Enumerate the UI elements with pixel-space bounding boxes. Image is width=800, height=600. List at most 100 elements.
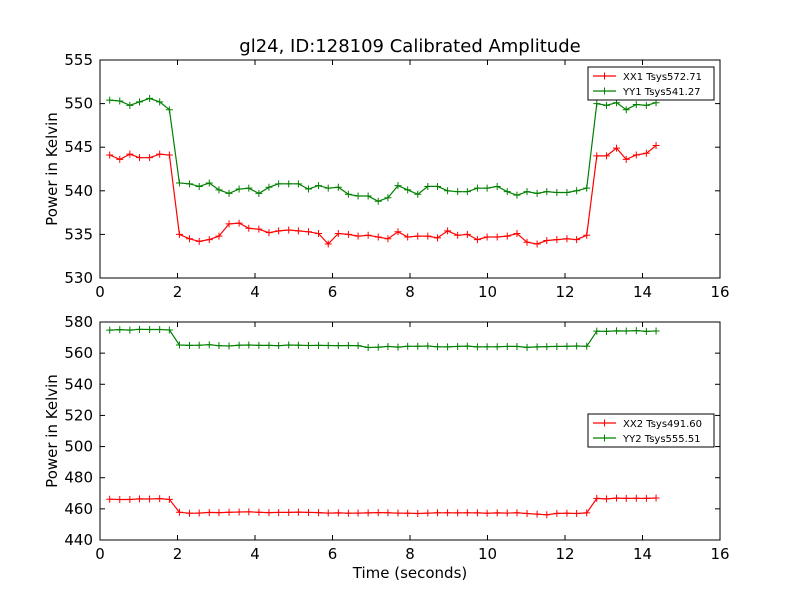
data-point-yy1 bbox=[225, 189, 233, 197]
data-point-xx2 bbox=[265, 509, 273, 517]
data-point-xx1 bbox=[642, 149, 650, 157]
data-point-xx2 bbox=[473, 509, 481, 517]
data-point-xx2 bbox=[384, 509, 392, 517]
data-point-xx1 bbox=[374, 233, 382, 241]
data-point-yy1 bbox=[354, 192, 362, 200]
data-point-yy1 bbox=[175, 179, 183, 187]
data-point-yy2 bbox=[324, 342, 332, 350]
data-point-yy2 bbox=[364, 344, 372, 352]
data-point-yy1 bbox=[205, 179, 213, 187]
data-point-xx2 bbox=[642, 494, 650, 502]
legend-label: XX1 Tsys572.71 bbox=[623, 72, 702, 83]
y-tick-label: 545 bbox=[64, 138, 93, 156]
top-axis-ticks: 0 2 4 6 8 10 12 14 16 530 535 540 545 550 555 bbox=[64, 51, 729, 301]
data-point-yy2 bbox=[533, 343, 541, 351]
data-point-yy1 bbox=[563, 189, 571, 197]
data-point-yy1 bbox=[156, 98, 164, 106]
data-point-xx2 bbox=[195, 509, 203, 517]
data-point-xx2 bbox=[186, 509, 194, 517]
x-tick-label: 0 bbox=[95, 283, 105, 301]
data-point-yy2 bbox=[205, 341, 213, 349]
x-tick-label: 8 bbox=[405, 283, 415, 301]
data-point-xx1 bbox=[275, 227, 283, 235]
data-point-yy2 bbox=[186, 341, 194, 349]
data-point-yy1 bbox=[434, 182, 442, 190]
data-point-yy1 bbox=[116, 97, 124, 105]
data-point-xx2 bbox=[374, 509, 382, 517]
data-point-xx2 bbox=[414, 510, 422, 518]
data-point-xx1 bbox=[593, 152, 601, 160]
data-point-xx1 bbox=[543, 237, 551, 245]
data-point-xx2 bbox=[583, 509, 591, 517]
data-point-xx1 bbox=[235, 219, 243, 227]
data-point-xx1 bbox=[622, 155, 630, 163]
data-point-yy1 bbox=[334, 183, 342, 191]
data-point-xx1 bbox=[513, 230, 521, 238]
data-point-xx1 bbox=[503, 232, 511, 240]
data-point-yy1 bbox=[384, 194, 392, 202]
data-point-xx1 bbox=[602, 152, 610, 160]
data-point-xx2 bbox=[156, 495, 164, 503]
bottom-legend: XX2 Tsys491.60 YY2 Tsys555.51 bbox=[587, 413, 715, 448]
x-tick-label: 8 bbox=[405, 545, 415, 563]
data-point-xx2 bbox=[563, 509, 571, 517]
data-point-xx2 bbox=[602, 495, 610, 503]
data-point-yy2 bbox=[136, 325, 144, 333]
data-point-xx2 bbox=[215, 509, 223, 517]
data-point-yy1 bbox=[483, 184, 491, 192]
data-point-yy2 bbox=[553, 342, 561, 350]
data-point-xx2 bbox=[304, 508, 312, 516]
data-point-yy1 bbox=[602, 101, 610, 109]
data-point-xx2 bbox=[165, 495, 173, 503]
data-point-xx2 bbox=[613, 494, 621, 502]
x-axis-label: Time (seconds) bbox=[352, 564, 468, 582]
y-tick-label: 550 bbox=[64, 95, 93, 113]
data-point-yy2 bbox=[543, 343, 551, 351]
data-point-yy2 bbox=[106, 326, 114, 334]
x-tick-label: 0 bbox=[95, 545, 105, 563]
data-point-yy2 bbox=[424, 342, 432, 350]
data-point-xx1 bbox=[632, 151, 640, 159]
legend-marker bbox=[601, 434, 608, 442]
data-point-xx2 bbox=[136, 495, 144, 503]
data-point-xx1 bbox=[255, 225, 263, 233]
data-point-xx1 bbox=[652, 141, 660, 149]
data-point-yy1 bbox=[543, 188, 551, 196]
top-series-group bbox=[106, 94, 660, 248]
data-point-xx2 bbox=[454, 509, 462, 517]
data-point-yy2 bbox=[513, 342, 521, 350]
data-point-xx2 bbox=[205, 508, 213, 516]
data-point-yy2 bbox=[384, 342, 392, 350]
data-point-yy1 bbox=[553, 189, 561, 197]
x-tick-label: 6 bbox=[328, 545, 338, 563]
data-point-yy1 bbox=[454, 188, 462, 196]
data-point-xx1 bbox=[334, 230, 342, 238]
data-point-xx2 bbox=[245, 508, 253, 516]
data-point-xx2 bbox=[593, 494, 601, 502]
data-point-xx2 bbox=[463, 509, 471, 517]
data-point-xx1 bbox=[444, 227, 452, 235]
legend-box bbox=[587, 66, 715, 101]
data-point-yy1 bbox=[186, 180, 194, 188]
y-tick-label: 540 bbox=[64, 182, 93, 200]
data-point-yy2 bbox=[444, 343, 452, 351]
x-tick-label: 2 bbox=[173, 283, 183, 301]
data-point-xx1 bbox=[146, 154, 154, 162]
data-point-xx1 bbox=[483, 233, 491, 241]
data-point-yy2 bbox=[622, 327, 630, 335]
x-tick-label: 10 bbox=[478, 545, 497, 563]
data-point-xx2 bbox=[116, 496, 124, 504]
data-point-yy1 bbox=[593, 100, 601, 108]
data-point-yy2 bbox=[344, 342, 352, 350]
data-point-yy1 bbox=[146, 94, 154, 102]
data-point-yy1 bbox=[344, 190, 352, 198]
data-point-xx1 bbox=[245, 224, 253, 232]
data-point-xx2 bbox=[354, 509, 362, 517]
data-point-yy1 bbox=[126, 101, 134, 109]
data-point-xx1 bbox=[324, 240, 332, 248]
data-point-xx1 bbox=[394, 228, 402, 236]
data-point-yy2 bbox=[126, 326, 134, 334]
data-point-xx1 bbox=[136, 154, 144, 162]
legend-box bbox=[587, 413, 715, 448]
